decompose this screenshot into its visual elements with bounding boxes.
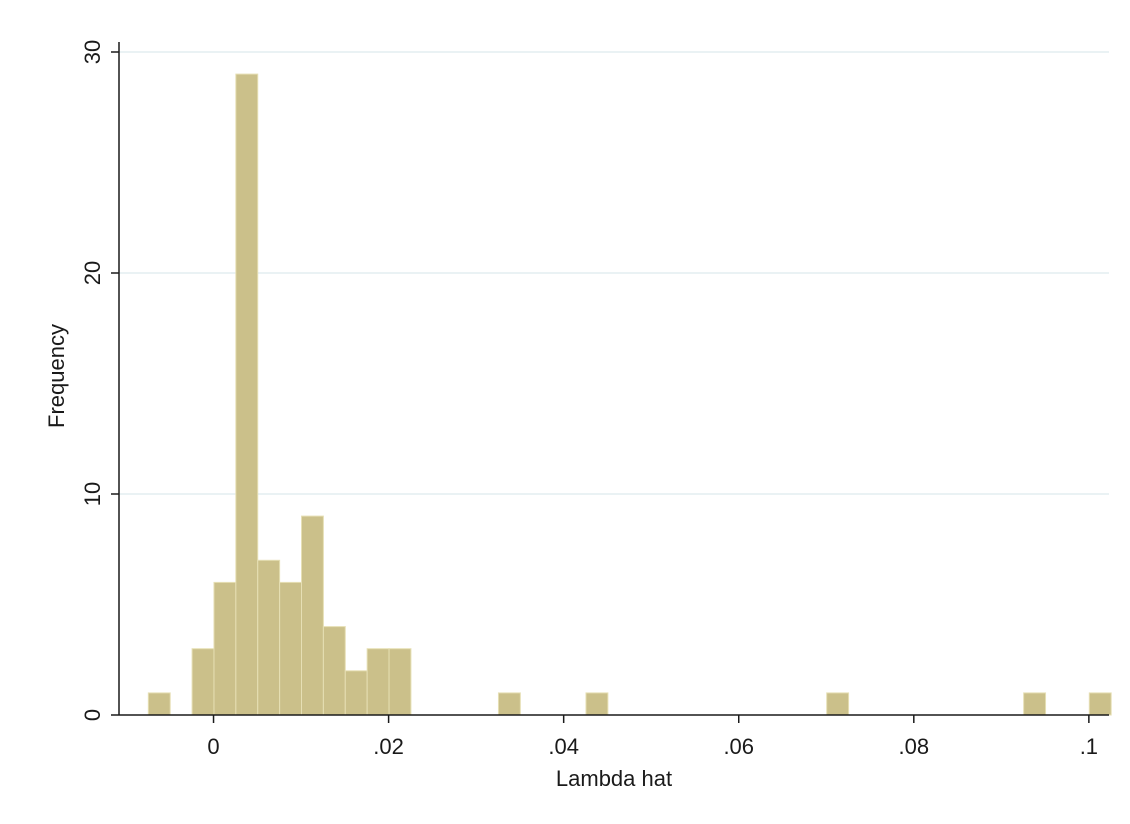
histogram-bar-15	[1088, 692, 1112, 716]
x-tick-label-3: .06	[723, 734, 754, 759]
grid-lines	[119, 51, 1109, 495]
x-tick-label-1: .02	[373, 734, 404, 759]
histogram-bar-14	[1023, 692, 1047, 716]
bars	[147, 73, 1112, 716]
histogram-bar-0	[147, 692, 171, 716]
histogram-bar-1	[191, 648, 215, 716]
histogram-bar-3	[235, 73, 259, 716]
histogram-bar-12	[585, 692, 609, 716]
histogram-bar-6	[301, 515, 324, 716]
ticks: 0 .02 .04 .06 .08 .1 0 10 20 30	[80, 40, 1098, 759]
histogram-bar-11	[497, 692, 521, 716]
x-axis-title: Lambda hat	[556, 766, 672, 791]
y-axis-title: Frequency	[44, 324, 69, 428]
x-tick-label-5: .1	[1080, 734, 1098, 759]
y-tick-label-0: 0	[80, 709, 105, 721]
x-tick-label-4: .08	[899, 734, 930, 759]
histogram-bar-2	[213, 581, 237, 716]
histogram-bar-13	[826, 692, 850, 716]
histogram-bar-9	[366, 648, 390, 716]
y-tick-label-1: 10	[80, 482, 105, 506]
y-tick-label-3: 30	[80, 40, 105, 64]
x-tick-label-0: 0	[207, 734, 219, 759]
histogram-bar-8	[344, 670, 368, 716]
histogram-bar-7	[322, 626, 346, 716]
histogram-bar-4	[257, 559, 281, 716]
axes	[118, 42, 1109, 716]
y-tick-label-2: 20	[80, 261, 105, 285]
histogram-bar-10	[388, 648, 412, 716]
x-tick-label-2: .04	[548, 734, 579, 759]
histogram-bar-5	[279, 581, 303, 716]
